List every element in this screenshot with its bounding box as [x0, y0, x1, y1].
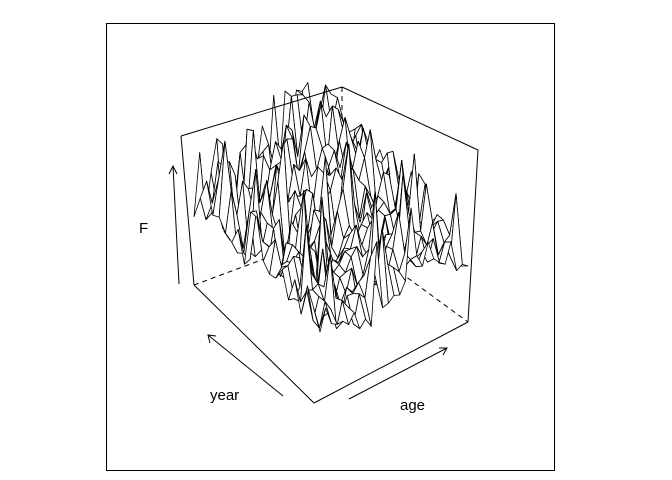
age-axis-arrow [348, 347, 448, 400]
box-edge [467, 149, 479, 323]
box-front-edges [180, 86, 479, 404]
box-edge [180, 135, 195, 286]
box-edge [193, 284, 315, 404]
y-axis-label: age [400, 397, 425, 414]
z-axis-label: F [139, 220, 148, 237]
x-axis-label: year [210, 387, 239, 404]
year-axis-arrow [207, 334, 284, 397]
box-edge [180, 86, 343, 137]
box-edge [313, 321, 469, 404]
plot-frame [106, 23, 555, 471]
f-axis-arrow [168, 164, 180, 285]
surface-mesh [193, 82, 469, 333]
surface-facet [313, 307, 327, 333]
box-edge [341, 86, 479, 151]
box-edge-hidden [341, 229, 469, 323]
